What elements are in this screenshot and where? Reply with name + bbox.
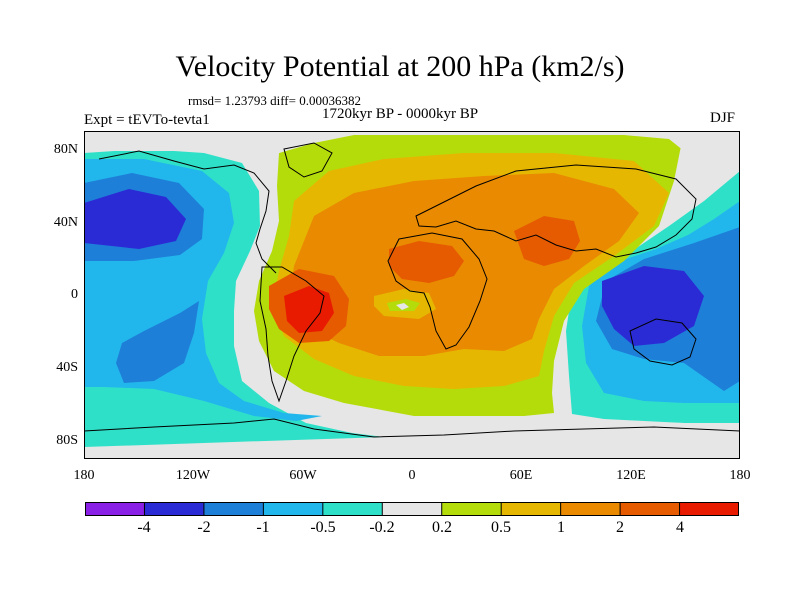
x-tick-120e: 120E xyxy=(616,468,646,483)
colorbar-label: 4 xyxy=(676,519,684,536)
experiment-label: Expt = tEVTo-tevta1 xyxy=(84,112,210,128)
colorbar-label: 2 xyxy=(616,519,624,536)
season-label: DJF xyxy=(710,110,736,126)
map-frame xyxy=(84,131,740,459)
antarctic-white-band xyxy=(84,415,740,459)
colorbar-swatch xyxy=(560,502,621,516)
map-panel xyxy=(83,131,741,459)
antarctica-coastline xyxy=(83,418,741,438)
colorbar-swatches xyxy=(85,502,740,516)
colorbar-swatch xyxy=(144,502,205,516)
colorbar-label: 0.5 xyxy=(491,519,511,536)
colorbar-swatch xyxy=(679,502,740,516)
colorbar-swatch xyxy=(322,502,383,516)
velocity-potential-map xyxy=(83,131,741,459)
contour-fills xyxy=(84,131,740,459)
colorbar-label: -1 xyxy=(256,519,270,536)
y-tick-80n: 80N xyxy=(53,142,78,157)
south-america-coastline xyxy=(259,266,325,403)
west-darkblue-region xyxy=(84,189,186,249)
x-tick-60w: 60W xyxy=(289,468,317,483)
stats-text: rmsd= 1.23793 diff= 0.00036382 xyxy=(188,93,361,108)
y-tick-40s: 40S xyxy=(56,360,78,375)
x-tick-0: 0 xyxy=(408,468,416,483)
coastlines xyxy=(83,142,741,438)
y-tick-80s: 80S xyxy=(56,433,78,448)
colorbar-label: 0.2 xyxy=(432,519,452,536)
colorbar-swatch xyxy=(382,502,443,516)
y-tick-0: 0 xyxy=(71,287,78,302)
east-darkblue-region xyxy=(602,266,704,346)
colorbar xyxy=(85,502,740,516)
africa-coastline xyxy=(387,232,488,350)
colorbar-swatch xyxy=(441,502,502,516)
x-tick-180w: 180 xyxy=(73,468,95,483)
africa-white-spot xyxy=(396,303,409,310)
colorbar-swatch xyxy=(501,502,562,516)
colorbar-label: -4 xyxy=(137,519,151,536)
colorbar-swatch xyxy=(263,502,324,516)
west-pacific-blue-region xyxy=(116,301,199,383)
y-tick-40n: 40N xyxy=(53,215,78,230)
x-tick-60e: 60E xyxy=(509,468,533,483)
colorbar-label: -2 xyxy=(197,519,211,536)
colorbar-label: -0.5 xyxy=(310,519,336,536)
colorbar-label: 1 xyxy=(557,519,565,536)
period-text: 1720kyr BP - 0000kyr BP xyxy=(322,106,479,122)
colorbar-frame xyxy=(85,502,739,516)
eurasia-coastline xyxy=(415,164,697,258)
africa-darkorange-region xyxy=(389,241,464,283)
south-america-red-core xyxy=(284,286,334,333)
colorbar-swatch xyxy=(203,502,264,516)
x-tick-180e: 180 xyxy=(729,468,751,483)
greenland-coastline xyxy=(283,142,333,178)
colorbar-swatch xyxy=(620,502,681,516)
x-tick-120w: 120W xyxy=(175,468,211,483)
date-line-blue-region xyxy=(730,236,740,271)
chart-title: Velocity Potential at 200 hPa (km2/s) xyxy=(175,50,625,83)
north-america-coastline xyxy=(98,150,277,274)
colorbar-label: -0.2 xyxy=(369,519,395,536)
arctic-white-band xyxy=(84,131,740,153)
australia-coastline xyxy=(629,318,697,366)
colorbar-swatch xyxy=(85,502,145,516)
